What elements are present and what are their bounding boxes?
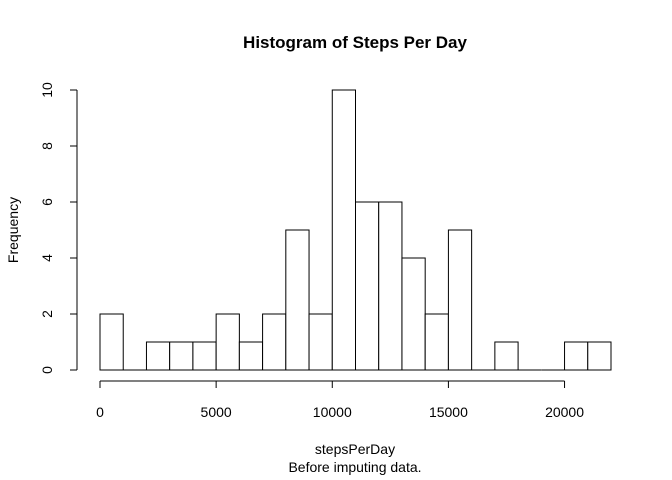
histogram-bar: [378, 201, 403, 371]
chart-subtitle: Before imputing data.: [288, 459, 421, 475]
histogram-bar: [262, 313, 287, 371]
x-tick-label: 10000: [313, 404, 352, 420]
histogram-bar: [355, 201, 380, 371]
y-tick-label: 0: [39, 366, 55, 374]
x-axis-label: stepsPerDay: [315, 441, 395, 457]
x-tick-label: 20000: [545, 404, 584, 420]
histogram-bar: [424, 313, 449, 371]
y-tick-label: 6: [39, 198, 55, 206]
x-tick-label: 5000: [201, 404, 232, 420]
histogram-bar: [308, 313, 333, 371]
histogram-bar: [169, 341, 194, 371]
x-tick-label: 15000: [429, 404, 468, 420]
histogram-bar: [99, 313, 124, 371]
y-tick-label: 8: [39, 142, 55, 150]
histogram-bar: [587, 341, 612, 371]
histogram-bars: [99, 89, 612, 371]
histogram-bar: [494, 341, 519, 371]
histogram-bar: [145, 341, 171, 371]
histogram-bar: [447, 229, 473, 371]
histogram-bar: [215, 313, 240, 371]
y-tick-label: 10: [39, 82, 55, 98]
histogram-bar: [564, 341, 589, 371]
y-axis: 0 2 4 6 8 10: [39, 82, 78, 374]
y-axis-label: Frequency: [5, 197, 21, 263]
histogram-bar: [401, 257, 426, 371]
histogram-bar: [331, 89, 357, 371]
x-tick-label: 0: [96, 404, 104, 420]
x-axis: 0 5000 10000 15000 20000: [96, 380, 584, 420]
chart-title: Histogram of Steps Per Day: [243, 33, 467, 52]
y-tick-label: 2: [39, 310, 55, 318]
histogram-bar: [238, 341, 264, 371]
histogram-bar: [285, 229, 310, 371]
histogram-bar: [192, 341, 217, 371]
y-tick-label: 4: [39, 254, 55, 262]
